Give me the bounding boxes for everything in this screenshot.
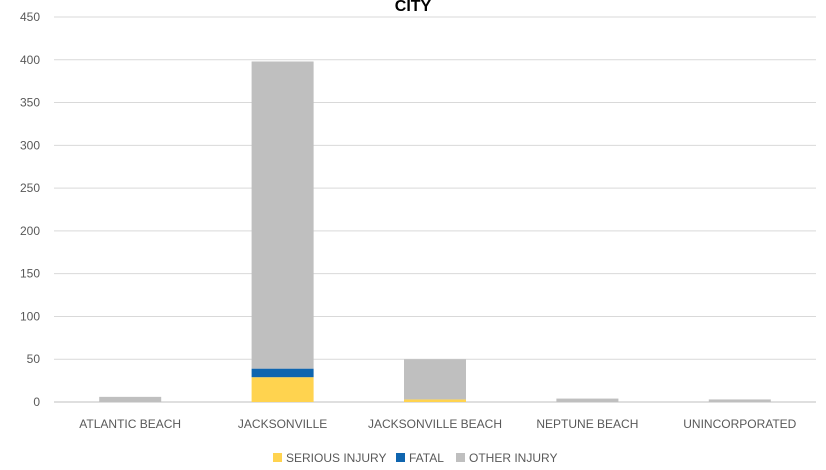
y-tick-label: 400 — [20, 53, 40, 67]
legend-swatch — [396, 453, 405, 462]
chart-title: CITY — [395, 0, 432, 15]
y-tick-label: 100 — [20, 309, 40, 323]
x-tick-label: UNINCORPORATED — [683, 417, 796, 431]
bar-segment-other-injury — [404, 359, 466, 400]
y-tick-label: 200 — [20, 224, 40, 238]
legend-label: FATAL — [409, 451, 444, 465]
x-tick-label: JACKSONVILLE BEACH — [368, 417, 502, 431]
bar-segment-fatal — [251, 368, 314, 378]
y-tick-label: 450 — [20, 10, 40, 24]
x-tick-label: JACKSONVILLE — [238, 417, 327, 431]
bar-segment-serious-injury — [404, 399, 466, 402]
y-tick-label: 300 — [20, 138, 40, 152]
legend-label: SERIOUS INJURY — [286, 451, 386, 465]
y-tick-label: 150 — [20, 267, 40, 281]
gridlines — [54, 16, 816, 403]
bar-segment-other-injury — [99, 396, 162, 402]
legend-swatch — [456, 453, 465, 462]
y-tick-label: 50 — [27, 352, 41, 366]
y-tick-label: 250 — [20, 181, 40, 195]
legend: SERIOUS INJURY FATAL OTHER INJURY — [273, 451, 557, 465]
legend-swatch — [273, 453, 282, 462]
axes: 0 50 100 150 200 250 300 350 400 450 ATLANTIC BEAC… — [20, 10, 797, 431]
y-tick-label: 350 — [20, 96, 40, 110]
x-tick-label: ATLANTIC BEACH — [79, 417, 181, 431]
bar-segment-serious-injury — [251, 377, 314, 402]
y-tick-label: 0 — [33, 395, 40, 409]
bar-segment-other-injury — [251, 61, 314, 369]
bar-segment-other-injury — [556, 398, 619, 402]
bars — [99, 61, 771, 402]
legend-label: OTHER INJURY — [469, 451, 557, 465]
bar-segment-other-injury — [708, 399, 771, 402]
x-tick-label: NEPTUNE BEACH — [536, 417, 638, 431]
